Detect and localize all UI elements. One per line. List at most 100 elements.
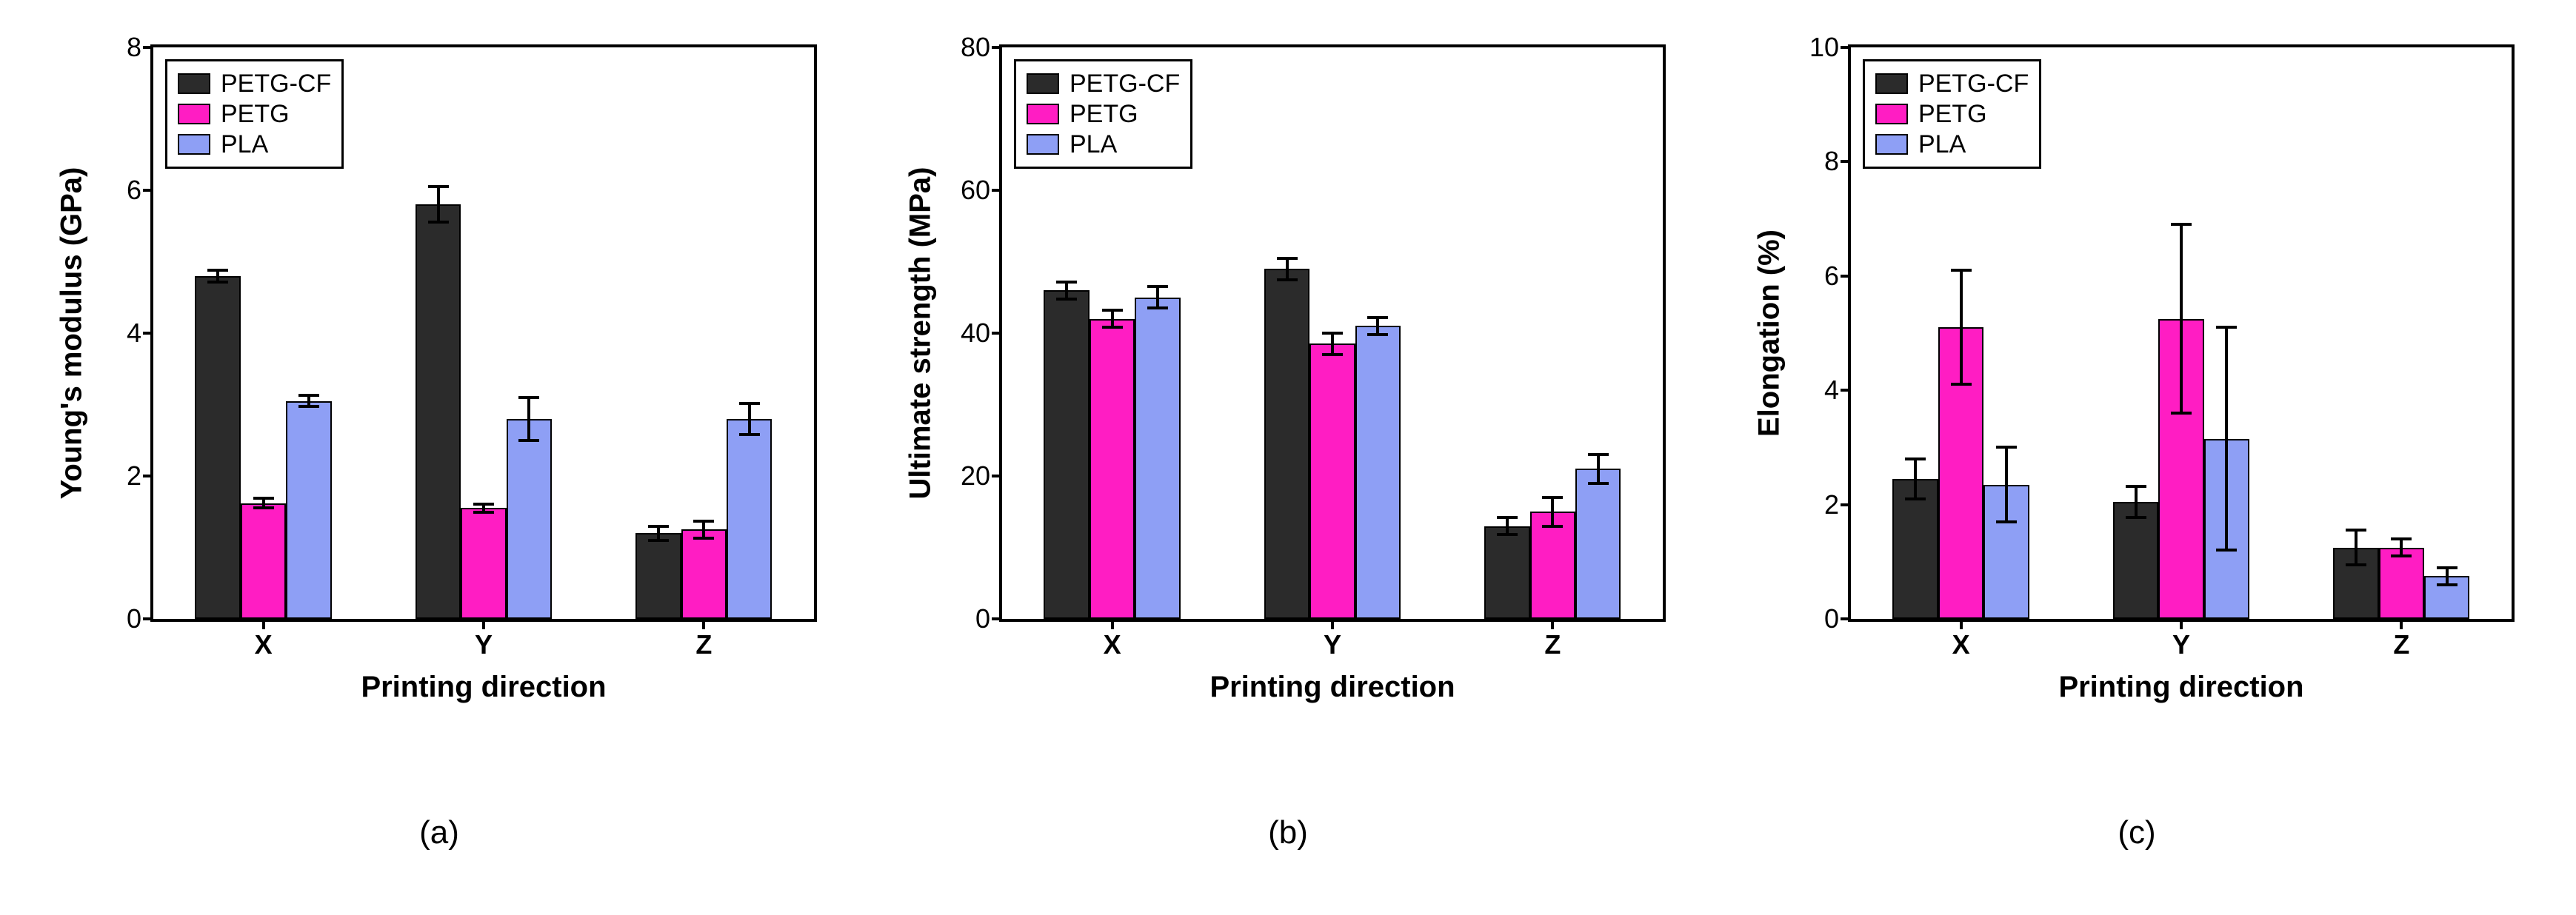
errorbar-cap [1102,326,1123,329]
legend-label: PETG-CF [221,69,331,99]
ytick-label: 4 [127,318,153,349]
errorbar-cap [739,433,760,436]
legend-label: PETG-CF [1070,69,1180,99]
legend-row: PLA [1027,130,1180,160]
bar [1044,290,1089,619]
errorbar-cap [648,539,669,542]
bar [2379,548,2424,620]
legend-swatch [1875,104,1908,124]
errorbar-cap [1277,257,1298,260]
errorbar-cap [1542,496,1563,499]
ytick-label: 40 [961,318,1002,349]
legend-row: PLA [178,130,331,160]
errorbar-stem [437,187,440,222]
errorbar-cap [1147,306,1168,309]
ytick-label: 2 [1824,489,1851,520]
bar [1355,326,1401,619]
subcaption-a: (a) [419,814,459,851]
panel-a-wrap: Young's modulus (GPa) Printing direction… [32,22,847,851]
errorbar-cap [473,511,494,514]
errorbar-stem [2005,447,2008,521]
errorbar-cap [428,185,449,188]
legend-row: PETG [1027,99,1180,130]
legend-swatch [178,134,210,155]
errorbar-cap [518,396,539,399]
errorbar-cap [693,520,714,523]
errorbar-cap [1588,482,1609,485]
panel-b-wrap: Ultimate strength (MPa) Printing directi… [881,22,1695,851]
legend-row: PETG-CF [1027,69,1180,99]
panel-b: Ultimate strength (MPa) Printing directi… [881,22,1695,762]
errorbar-cap [1542,525,1563,528]
ytick-label: 8 [1824,146,1851,177]
bar [507,419,552,619]
bar [286,401,331,619]
errorbar-cap [2391,537,2412,540]
legend-c: PETG-CFPETGPLA [1863,59,2041,169]
errorbar-cap [1056,298,1077,301]
ytick-label: 20 [961,460,1002,492]
xtick-label: Y [2172,619,2190,660]
legend-row: PETG-CF [178,69,331,99]
errorbar-cap [1322,332,1343,335]
subcaption-c: (c) [2118,814,2155,851]
bar [1264,269,1309,619]
figure: Young's modulus (GPa) Printing direction… [0,0,2576,915]
ytick-label: 80 [961,32,1002,63]
errorbar-cap [253,497,274,500]
errorbar-cap [2171,412,2192,415]
legend-b: PETG-CFPETGPLA [1014,59,1192,169]
ytick-label: 6 [127,175,153,206]
legend-swatch [1027,104,1059,124]
errorbar-cap [1102,309,1123,312]
errorbar-stem [2355,530,2358,564]
bar [416,204,461,619]
ytick-label: 0 [1824,603,1851,634]
ytick-label: 10 [1809,32,1851,63]
plot-area-c: Elongation (%) Printing direction PETG-C… [1848,44,2515,622]
errorbar-cap [1322,353,1343,356]
errorbar-cap [1497,533,1518,536]
errorbar-cap [253,506,274,509]
xtick-label: Z [1544,619,1561,660]
errorbar-stem [1914,459,1917,499]
xtick-label: X [255,619,273,660]
errorbar-cap [2346,563,2366,566]
xtick-label: Z [2393,619,2409,660]
xlabel-b: Printing direction [1209,671,1455,704]
panel-a: Young's modulus (GPa) Printing direction… [32,22,847,762]
errorbar-cap [2391,554,2412,557]
errorbar-cap [2346,529,2366,532]
errorbar-cap [473,503,494,506]
errorbar-cap [2171,223,2192,226]
legend-swatch [178,104,210,124]
legend-swatch [1027,134,1059,155]
errorbar-stem [527,398,530,440]
legend-label: PETG-CF [1918,69,2029,99]
xtick-label: Y [1324,619,1341,660]
bar [1484,526,1529,619]
errorbar-cap [2437,566,2457,569]
legend-swatch [178,73,210,94]
errorbar-cap [1497,516,1518,519]
legend-label: PLA [1070,130,1117,160]
errorbar-stem [1506,517,1509,534]
errorbar-cap [1951,269,1972,272]
bar [727,419,772,619]
errorbar-stem [1376,318,1379,335]
ytick-label: 0 [127,603,153,634]
errorbar-stem [702,521,705,538]
errorbar-cap [2437,583,2457,586]
legend-row: PETG-CF [1875,69,2029,99]
errorbar-cap [1996,520,2017,523]
errorbar-stem [1551,497,1554,526]
errorbar-cap [298,394,319,397]
errorbar-cap [298,405,319,408]
bar [1530,512,1575,619]
legend-label: PETG [1918,99,1987,130]
bar [681,529,727,619]
xtick-label: X [1952,619,1970,660]
plot-area-a: Young's modulus (GPa) Printing direction… [150,44,817,622]
errorbar-stem [1286,258,1289,280]
errorbar-cap [1588,453,1609,456]
